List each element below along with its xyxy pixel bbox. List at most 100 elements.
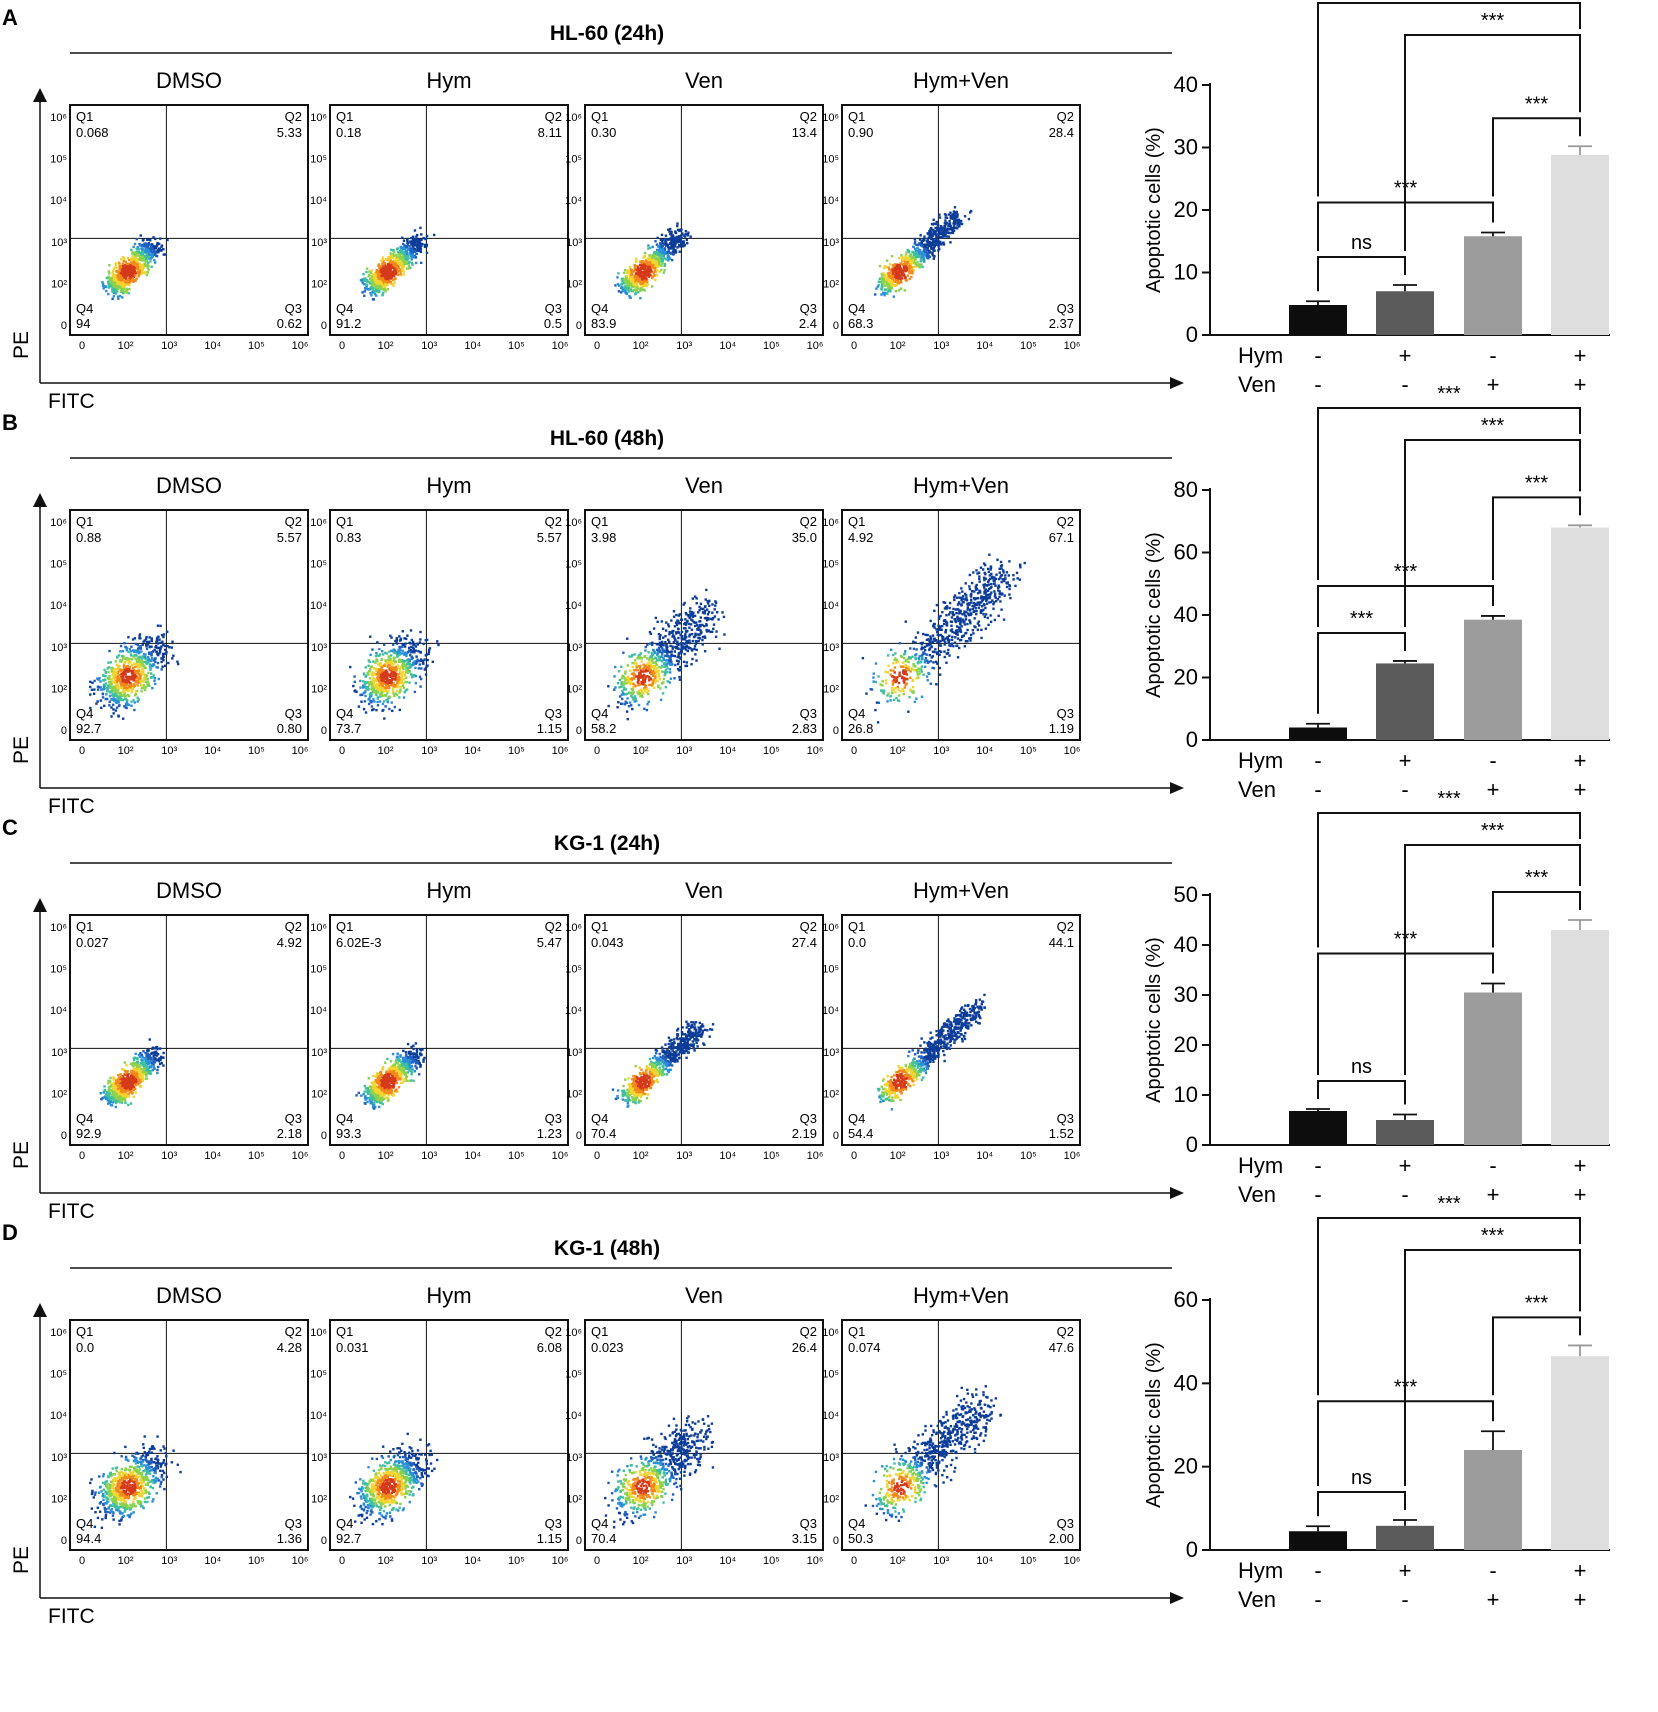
scatter-point (381, 273, 384, 276)
scatter-point (391, 661, 394, 665)
scatter-point (126, 281, 129, 284)
scatter-point (629, 282, 633, 286)
scatter-point (620, 291, 623, 294)
scatter-point (371, 682, 374, 685)
scatter-point (713, 608, 716, 611)
scatter-point (385, 669, 388, 672)
scatter-point (624, 700, 627, 703)
scatter-point (412, 674, 415, 678)
scatter-point (664, 668, 668, 672)
scatter-point (133, 708, 136, 712)
scatter-point (131, 663, 134, 667)
x-tick-label: 10⁶ (1064, 340, 1081, 352)
scatter-point (688, 639, 691, 642)
scatter-point (652, 627, 656, 630)
scatter-point (131, 273, 134, 276)
scatter-point (137, 666, 140, 669)
x-tick-label: 10² (118, 745, 134, 757)
scatter-point (385, 676, 388, 679)
scatter-point (398, 696, 401, 699)
scatter-point (369, 667, 372, 671)
row-label-hym: Hym (1238, 343, 1283, 368)
scatter-point (651, 253, 654, 257)
scatter-point (410, 638, 414, 642)
scatter-point (158, 650, 162, 653)
scatter-point (162, 635, 165, 639)
scatter-point (673, 625, 677, 628)
scatter-point (139, 678, 142, 681)
scatter-point (673, 654, 676, 658)
scatter-point (382, 677, 386, 680)
scatter-point (932, 246, 935, 250)
scatter-point (143, 262, 147, 265)
scatter-point (652, 648, 655, 652)
x-tick-label: 10⁵ (763, 340, 780, 352)
scatter-point (407, 646, 411, 650)
scatter-point (953, 220, 957, 224)
scatter-point (129, 273, 132, 276)
scatter-point (399, 245, 403, 249)
scatter-point (677, 636, 680, 640)
scatter-point (643, 267, 646, 270)
plot-title: Ven (685, 68, 723, 93)
scatter-point (108, 272, 111, 275)
scatter-point (655, 663, 658, 667)
scatter-point (402, 670, 405, 673)
scatter-point (931, 252, 934, 256)
scatter-point (618, 686, 621, 689)
scatter-point (412, 648, 416, 651)
scatter-point (125, 277, 128, 280)
scatter-point (387, 663, 390, 667)
scatter-point (160, 645, 163, 648)
scatter-point (158, 247, 161, 251)
scatter-point (364, 682, 367, 685)
scatter-point (138, 270, 142, 274)
scatter-point (127, 659, 130, 662)
scatter-point (643, 263, 646, 266)
scatter-point (659, 243, 663, 246)
scatter-point (385, 267, 388, 270)
scatter-point (651, 275, 655, 278)
scatter-point (688, 641, 692, 645)
scatter-point (409, 648, 413, 652)
scatter-point (137, 254, 141, 257)
scatter-point (657, 632, 661, 636)
scatter-point (684, 633, 687, 636)
scatter-point (647, 679, 651, 682)
scatter-point (644, 273, 647, 277)
scatter-point (151, 686, 154, 690)
scatter-point (955, 210, 958, 214)
scatter-point (938, 216, 942, 219)
scatter-point (376, 696, 380, 699)
scatter-point (149, 672, 153, 675)
scatter-point (149, 245, 153, 248)
scatter-point (638, 275, 641, 279)
scatter-point (359, 679, 362, 683)
scatter-point (915, 243, 918, 246)
q4-value: 92.7 (76, 721, 101, 736)
scatter-point (624, 290, 627, 293)
scatter-point (667, 623, 670, 626)
scatter-point (630, 271, 633, 274)
scatter-point (636, 278, 639, 282)
scatter-point (392, 682, 395, 685)
scatter-point (391, 688, 395, 691)
scatter-point (650, 276, 654, 280)
scatter-point (681, 244, 684, 247)
scatter-point (647, 258, 651, 262)
scatter-point (134, 671, 137, 674)
scatter-point (667, 228, 670, 231)
x-tick-label: 10² (633, 745, 649, 757)
scatter-point (642, 261, 646, 264)
scatter-point (667, 259, 670, 262)
scatter-point (419, 651, 422, 654)
q3-label: Q3 (800, 706, 817, 721)
scatter-point (144, 259, 148, 263)
scatter-point (927, 236, 930, 240)
y-tick-label: 10⁵ (310, 154, 327, 166)
q4-value: 94 (76, 316, 90, 331)
scatter-point (660, 245, 664, 249)
scatter-point (703, 636, 707, 639)
scatter-point (928, 244, 931, 247)
y-tick-label: 10² (823, 278, 839, 290)
